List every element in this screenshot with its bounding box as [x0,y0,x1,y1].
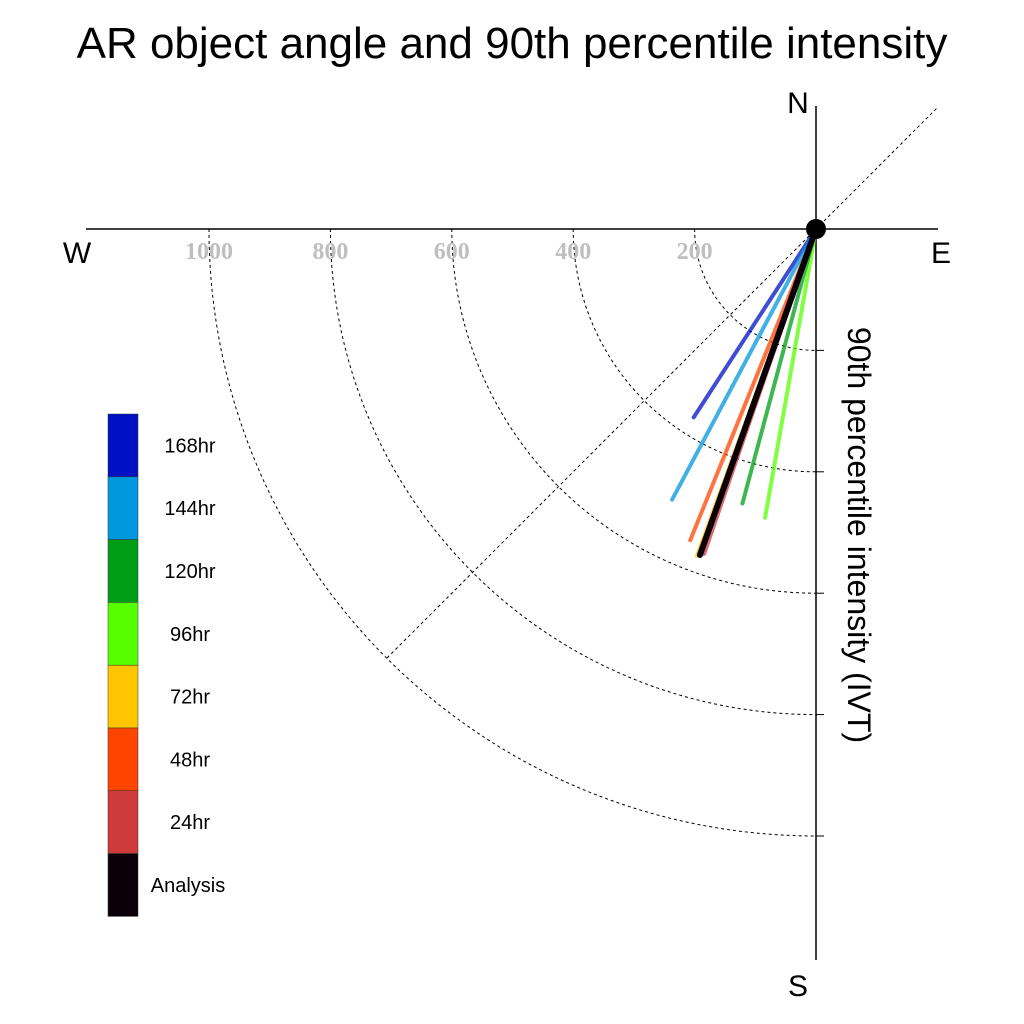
grid-arc-400 [572,228,817,473]
compass-north-label: N [787,87,809,120]
tick-label-600: 600 [434,239,470,265]
axes-layer [86,106,939,960]
grid-arc-1000 [208,228,817,837]
legend-swatch-72hr [107,664,139,729]
legend-label-72hr: 72hr [170,687,210,709]
grid-arc-200 [694,228,817,351]
series-line-96hr [763,227,818,520]
series-line-144hr [670,227,818,502]
series-line-analysis [696,226,819,558]
tick-label-1000: 1000 [185,239,233,265]
radial-tick-labels: 200 400 600 800 1000 [185,239,713,265]
legend-label-120hr: 120hr [164,561,215,583]
tick-label-800: 800 [312,239,348,265]
legend-swatch-168hr [107,413,139,478]
compass-east-label: E [931,237,951,270]
legend-swatch-analysis [107,853,139,917]
chart-title: AR object angle and 90th percentile inte… [77,19,948,68]
legend-label-96hr: 96hr [170,624,210,646]
legend-label-168hr: 168hr [164,435,215,457]
legend-label-24hr: 24hr [170,812,210,834]
legend-swatch-24hr [107,790,139,854]
legend-swatch-144hr [107,476,139,540]
legend-swatch-96hr [107,602,139,666]
grid-layer [208,228,824,837]
grid-arc-800 [329,228,817,716]
legend-swatch-48hr [107,727,139,792]
legend-label-144hr: 144hr [164,498,215,520]
grid-arc-600 [451,228,817,594]
compass-west-label: W [63,237,92,270]
diagonal-guide [386,106,939,659]
y-axis-label: 90th percentile intensity (IVT) [841,327,877,743]
compass-south-label: S [788,970,808,1003]
series-layer [670,226,819,558]
origin-marker [806,219,826,239]
legend-label-48hr: 48hr [170,749,210,771]
legend-label-analysis: Analysis [151,875,225,897]
legend-swatch-120hr [107,539,139,603]
series-line-120hr [740,227,818,506]
series-line-168hr [691,227,818,420]
tick-label-200: 200 [677,239,713,265]
tick-label-400: 400 [555,239,591,265]
legend: 168hr 144hr 120hr 96hr 72hr 48hr 24hr Analysis [107,413,225,917]
